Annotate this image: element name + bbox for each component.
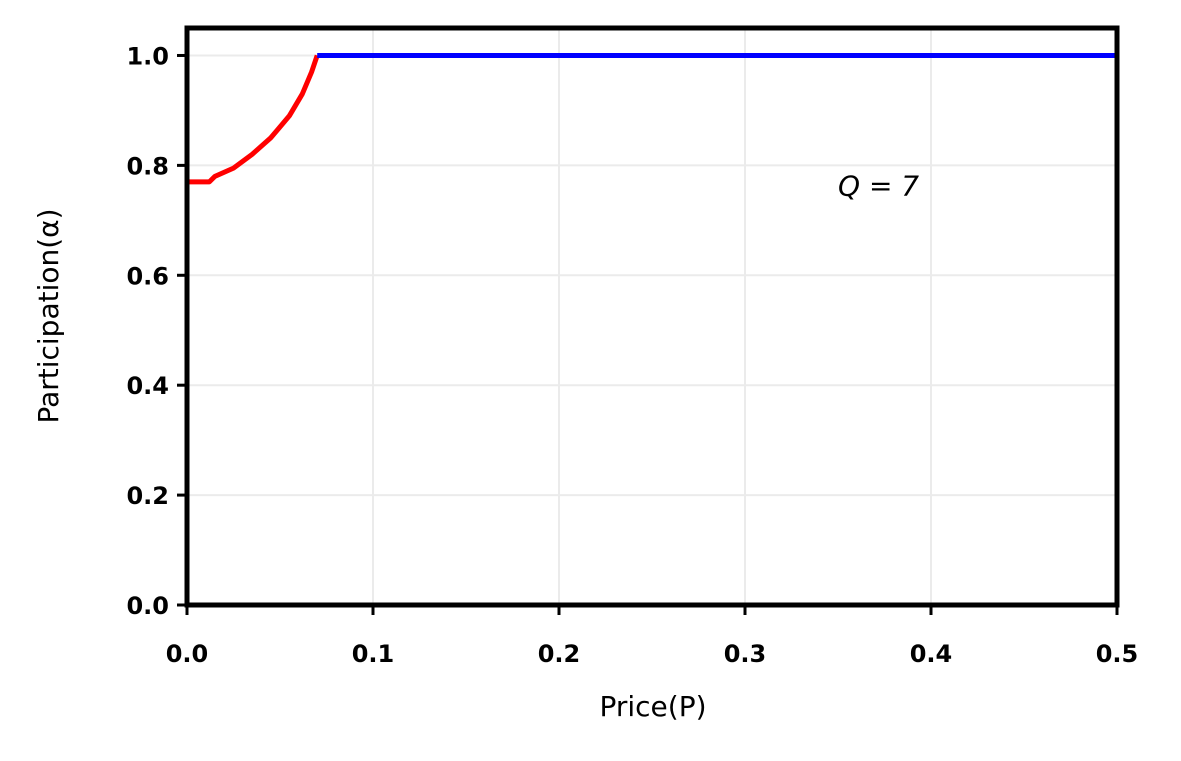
- x-axis-label: Price(P): [599, 690, 706, 723]
- y-tick-label: 0.4: [126, 372, 169, 400]
- x-tick-label: 0.1: [352, 640, 395, 668]
- x-tick-label: 0.4: [910, 640, 953, 668]
- y-tick-label: 0.8: [126, 152, 169, 180]
- plot-frame: [184, 25, 1120, 608]
- y-tick-label: 0.2: [126, 482, 169, 510]
- y-axis-label: Participation(α): [32, 208, 65, 423]
- x-tick-label: 0.2: [538, 640, 581, 668]
- annotation: Q = 7: [838, 169, 919, 202]
- x-tick-label: 0.3: [724, 640, 767, 668]
- y-tick-label: 1.0: [126, 42, 169, 70]
- x-tick-label: 0.0: [166, 640, 209, 668]
- line-series: [187, 54, 320, 185]
- y-tick-label: 0.0: [126, 592, 169, 620]
- y-tick-label: 0.6: [126, 262, 169, 290]
- x-tick-label: 0.5: [1096, 640, 1139, 668]
